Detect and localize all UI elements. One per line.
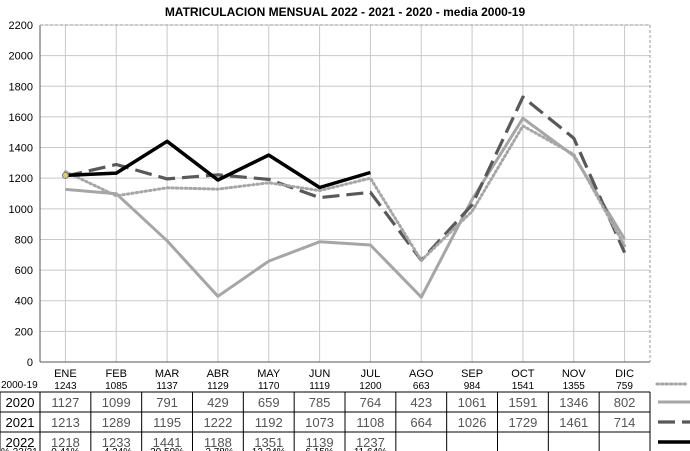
y-tick-label: 2000 <box>9 51 33 63</box>
x-tick-label: ABR <box>207 368 230 380</box>
table-cell: 1099 <box>102 395 131 410</box>
x-tick-label: FEB <box>106 368 127 380</box>
table-cell: 714 <box>614 415 636 430</box>
pct-cell: 20,59% <box>150 447 184 451</box>
table-cell: 1061 <box>458 395 487 410</box>
y-tick-label: 1000 <box>9 204 33 216</box>
table-cell: 1108 <box>356 415 384 430</box>
pct-cell: -2,78% <box>202 447 234 451</box>
baseline-value: 1541 <box>512 381 535 392</box>
table-cell: 1346 <box>559 395 588 410</box>
table-cell: 1461 <box>559 415 588 430</box>
y-tick-labels: 0 200 400 600 800 1000 1200 1400 1600 1800 2000 220… <box>9 20 33 369</box>
baseline-value: 1200 <box>359 381 382 392</box>
table-cell: 1237 <box>356 435 385 450</box>
y-tick-label: 1600 <box>9 112 33 124</box>
axes <box>39 24 651 363</box>
y-tick-label: 400 <box>15 296 33 308</box>
x-tick-label: OCT <box>511 368 535 380</box>
table-cell: 1073 <box>305 415 334 430</box>
table-cell: 1441 <box>153 435 182 450</box>
baseline-value: 1085 <box>105 381 128 392</box>
y-tick-label: 800 <box>15 234 33 246</box>
table-cell: 1729 <box>508 415 537 430</box>
baseline-value: 1137 <box>156 381 178 392</box>
table-cell: 664 <box>410 415 432 430</box>
series-line-2000-19 <box>63 124 627 262</box>
y-tick-label: 1200 <box>9 173 33 185</box>
baseline-value: 1355 <box>563 381 586 392</box>
data-table: 2020 1127 1099 791 429 659 785 764 423 1061 1591 13… <box>0 391 690 451</box>
table-cell: 423 <box>410 395 432 410</box>
pct-cell: 0,41% <box>51 447 79 451</box>
table-cell: 1289 <box>102 415 131 430</box>
table-row-label: 2020 <box>6 395 35 410</box>
x-tick-label: AGO <box>409 368 434 380</box>
baseline-value: 1243 <box>54 381 77 392</box>
baseline-value: 759 <box>616 381 633 392</box>
pct-row-label: % 22/21 <box>1 447 38 451</box>
baseline-value: 1170 <box>258 381 280 392</box>
x-tick-label: MAY <box>257 368 281 380</box>
y-tick-label: 0 <box>27 357 33 369</box>
x-tick-label: DIC <box>615 368 634 380</box>
series-line-2021 <box>65 95 627 262</box>
table-cell: 1213 <box>51 415 80 430</box>
series-lines <box>61 95 627 299</box>
table-cell: 1233 <box>102 435 131 450</box>
x-tick-label: JUN <box>309 368 330 380</box>
series-line-2020 <box>65 116 626 299</box>
pct-cell: 11,64% <box>354 447 387 451</box>
baseline-value: 984 <box>464 381 481 392</box>
series-line-2022 <box>65 139 371 190</box>
table-cell: 1188 <box>204 435 232 450</box>
table-row-label: 2022 <box>6 435 35 450</box>
x-tick-label: JUL <box>361 368 381 380</box>
baseline-value: 1129 <box>207 381 229 392</box>
table-cell: 791 <box>156 395 178 410</box>
y-tick-label: 1800 <box>9 81 33 93</box>
y-tick-label: 200 <box>15 326 33 338</box>
table-cell: 1127 <box>51 395 79 410</box>
table-row-label: 2021 <box>6 415 35 430</box>
table-cell: 1139 <box>306 435 334 450</box>
y-tick-label: 600 <box>15 265 33 277</box>
table-cell: 1026 <box>458 415 487 430</box>
table-cell: 1195 <box>153 415 181 430</box>
x-tick-label: MAR <box>155 368 180 380</box>
table-cell: 1222 <box>203 415 232 430</box>
pct-cell: -4,34% <box>100 447 132 451</box>
pct-cell: 6,15% <box>305 447 333 451</box>
x-tick-label: SEP <box>461 368 483 380</box>
x-tick-label: NOV <box>562 368 587 380</box>
baseline-value: 1119 <box>309 381 330 392</box>
table-cell: 429 <box>207 395 229 410</box>
table-cell: 1351 <box>254 435 283 450</box>
baseline-value: 663 <box>413 381 430 392</box>
baseline-row-label: 2000-19 <box>1 380 38 391</box>
chart-title: MATRICULACION MENSUAL 2022 - 2021 - 2020… <box>165 5 526 19</box>
y-tick-label: 2200 <box>9 20 33 32</box>
table-cell: 802 <box>614 395 636 410</box>
table-cell: 785 <box>309 395 331 410</box>
x-tick-label: ENE <box>54 368 77 380</box>
table-cell: 764 <box>360 395 382 410</box>
pct-cell: 13,34% <box>252 447 286 451</box>
table-cell: 659 <box>258 395 280 410</box>
y-tick-label: 1400 <box>9 143 33 155</box>
table-cell: 1192 <box>255 415 283 430</box>
table-cell: 1591 <box>508 395 537 410</box>
table-cell: 1218 <box>51 435 80 450</box>
series-2022-marker <box>61 171 69 179</box>
